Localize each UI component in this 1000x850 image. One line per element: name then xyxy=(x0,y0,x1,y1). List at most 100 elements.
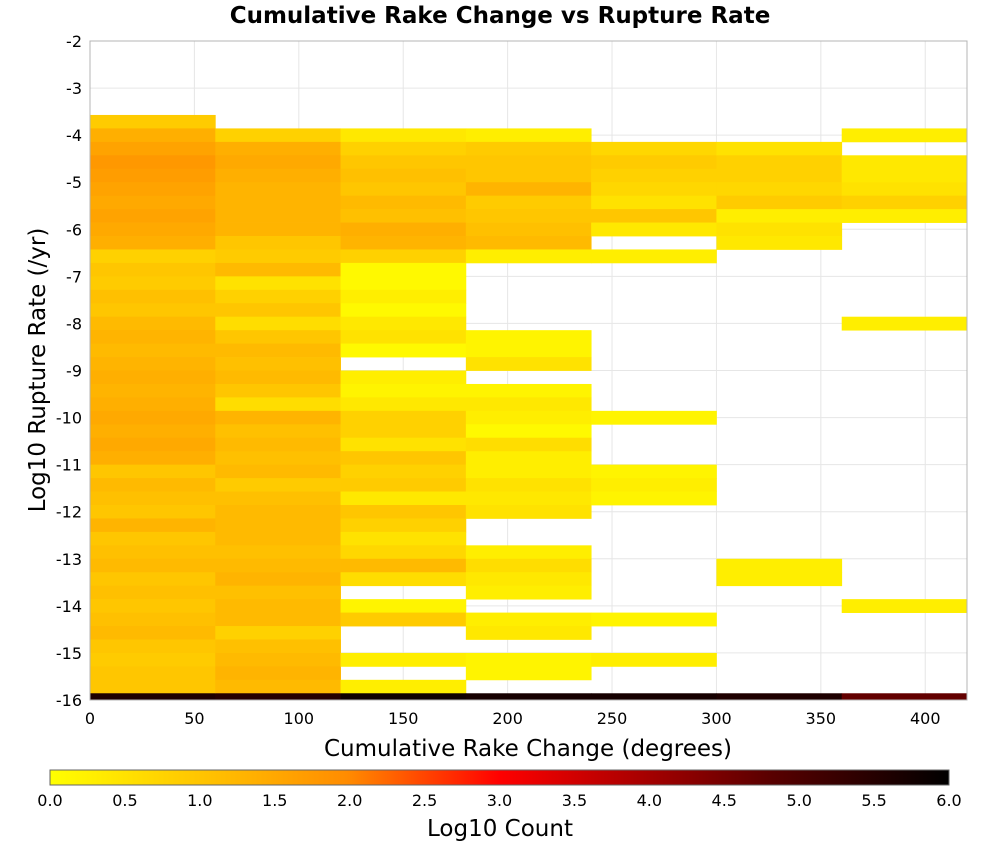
heatmap-cell xyxy=(841,195,968,210)
heatmap-cell xyxy=(90,558,216,573)
heatmap-cell xyxy=(340,558,467,573)
heatmap-cell xyxy=(215,545,341,560)
heatmap-cell xyxy=(465,209,592,223)
heatmap-cell xyxy=(591,612,717,627)
y-axis-title: Log10 Rupture Rate (/yr) xyxy=(25,228,51,513)
heatmap-cell xyxy=(340,303,467,318)
heatmap-cell xyxy=(340,276,467,291)
heatmap-cell xyxy=(215,195,341,210)
colorbar-tick-label: 2.5 xyxy=(412,791,437,810)
heatmap-cell xyxy=(591,478,717,492)
heatmap-cell xyxy=(215,626,341,640)
y-tick-label: -9 xyxy=(66,362,82,381)
colorbar-tick-label: 3.5 xyxy=(562,791,587,810)
heatmap-cell xyxy=(340,195,467,210)
heatmap-cell xyxy=(90,478,216,492)
heatmap-cell xyxy=(215,424,341,439)
heatmap-cell xyxy=(465,397,592,412)
heatmap-cell xyxy=(465,249,592,264)
heatmap-cell xyxy=(465,182,592,197)
heatmap-cell xyxy=(340,424,467,439)
heatmap-cell xyxy=(215,531,341,546)
heatmap-cell xyxy=(591,141,717,156)
heatmap-cell xyxy=(215,383,341,398)
heatmap-cell xyxy=(591,464,717,479)
colorbar-tick-label: 4.5 xyxy=(712,791,737,810)
heatmap-cell xyxy=(340,128,467,143)
heatmap-cell xyxy=(90,437,216,452)
heatmap-cell xyxy=(465,155,592,170)
heatmap-cell xyxy=(340,451,467,466)
heatmap-cell xyxy=(841,316,968,331)
x-tick-label: 0 xyxy=(85,709,95,728)
heatmap-cell xyxy=(340,531,467,546)
heatmap-cell xyxy=(90,531,216,546)
heatmap-cell xyxy=(90,666,216,681)
heatmap-cell xyxy=(340,249,467,264)
heatmap-cell xyxy=(215,437,341,452)
x-axis-ticks: 0 50 100 150 200 250 300 350 400 xyxy=(85,709,941,728)
heatmap-cell xyxy=(90,410,216,425)
heatmap-cell xyxy=(90,128,216,143)
heatmap-cell xyxy=(465,128,592,143)
heatmap-cell xyxy=(340,679,467,694)
heatmap-cell xyxy=(340,222,467,237)
x-axis-title: Cumulative Rake Change (degrees) xyxy=(324,736,732,762)
heatmap-cell xyxy=(716,209,843,223)
y-tick-label: -2 xyxy=(66,32,82,51)
heatmap-cell xyxy=(215,141,341,156)
heatmap-cell xyxy=(90,491,216,506)
heatmap-cell xyxy=(90,141,216,156)
heatmap-cell xyxy=(340,236,467,250)
y-tick-label: -3 xyxy=(66,79,82,98)
heatmap-cell xyxy=(215,451,341,466)
heatmap-cell xyxy=(841,209,968,223)
heatmap-cell xyxy=(215,262,341,277)
heatmap-cell xyxy=(465,491,592,506)
heatmap-cell xyxy=(841,182,968,197)
heatmap-cell xyxy=(90,370,216,385)
heatmap-cell xyxy=(465,693,592,701)
heatmap-cell xyxy=(90,518,216,533)
heatmap-cell xyxy=(90,357,216,371)
heatmap-cell xyxy=(465,585,592,600)
heatmap-cell xyxy=(465,504,592,519)
y-tick-label: -11 xyxy=(56,456,82,475)
y-tick-label: -14 xyxy=(56,597,82,616)
heatmap-cell xyxy=(465,383,592,398)
heatmap-cell xyxy=(841,693,968,701)
heatmap-cell xyxy=(90,289,216,304)
heatmap-cell xyxy=(340,397,467,412)
heatmap-cell xyxy=(90,316,216,331)
heatmap-cell xyxy=(215,491,341,506)
heatmap-cell xyxy=(90,639,216,654)
y-tick-label: -16 xyxy=(56,691,82,710)
heatmap-cell xyxy=(90,209,216,223)
colorbar-tick-label: 5.0 xyxy=(786,791,811,810)
heatmap-cell xyxy=(90,451,216,466)
colorbar xyxy=(49,769,950,786)
heatmap-cell xyxy=(340,599,467,613)
heatmap-cell xyxy=(340,168,467,183)
heatmap-cell xyxy=(591,182,717,197)
x-tick-label: 100 xyxy=(284,709,315,728)
heatmap-cell xyxy=(465,410,592,425)
heatmap-cell xyxy=(716,155,843,170)
heatmap-cell xyxy=(591,410,717,425)
heatmap-cell xyxy=(340,182,467,197)
heatmap-cell xyxy=(215,585,341,600)
heatmap-cell xyxy=(340,612,467,627)
heatmap-cell xyxy=(215,276,341,291)
x-tick-label: 400 xyxy=(910,709,941,728)
plot-border xyxy=(89,40,968,701)
x-tick-label: 300 xyxy=(701,709,732,728)
heatmap-cell xyxy=(591,491,717,506)
heatmap-cell xyxy=(90,652,216,667)
heatmap-cell xyxy=(90,155,216,170)
heatmap-cell xyxy=(340,518,467,533)
heatmap-cell xyxy=(215,558,341,573)
heatmap-cell xyxy=(90,222,216,237)
heatmap-cell xyxy=(215,518,341,533)
heatmap-cell xyxy=(215,209,341,223)
heatmap-cell xyxy=(215,639,341,654)
